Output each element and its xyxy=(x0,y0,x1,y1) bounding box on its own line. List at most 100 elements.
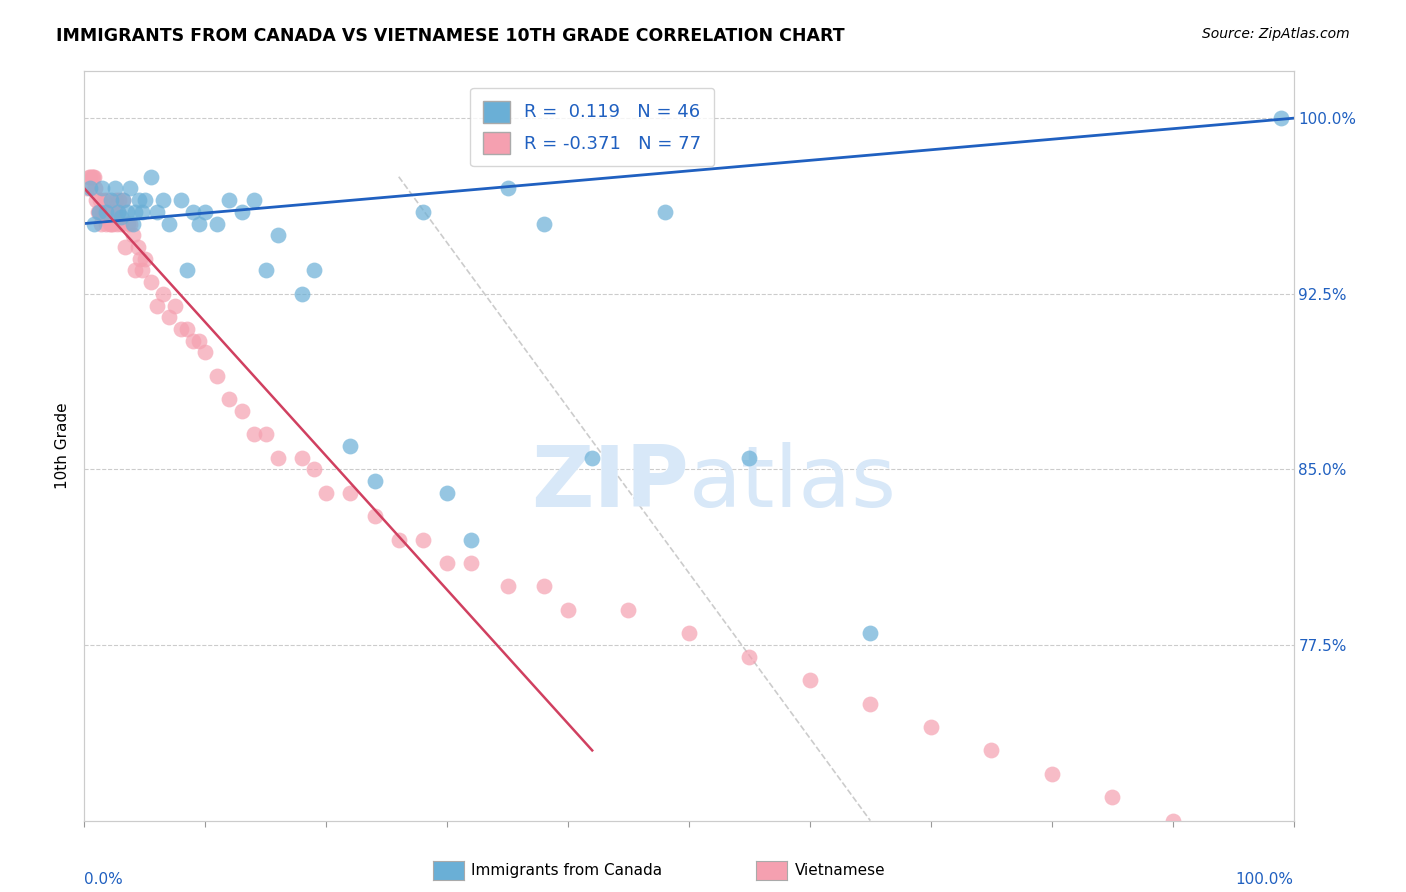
Point xyxy=(94,204,117,219)
Point xyxy=(146,298,169,312)
Point xyxy=(94,217,117,231)
Point xyxy=(91,204,114,219)
Point xyxy=(83,217,105,231)
Point xyxy=(242,193,264,207)
Point xyxy=(93,193,115,207)
Text: 0.0%: 0.0% xyxy=(84,872,124,888)
Point xyxy=(103,217,125,231)
Point xyxy=(131,263,153,277)
Point xyxy=(315,486,337,500)
Point xyxy=(89,193,111,207)
Point xyxy=(188,217,211,231)
Point xyxy=(194,345,217,359)
Point xyxy=(1161,814,1184,828)
Point xyxy=(91,181,114,195)
Point xyxy=(124,204,146,219)
Text: Immigrants from Canada: Immigrants from Canada xyxy=(471,863,662,878)
Point xyxy=(157,310,180,325)
Point xyxy=(363,474,385,488)
Point xyxy=(799,673,821,687)
Point xyxy=(152,286,174,301)
Point xyxy=(176,322,198,336)
Point xyxy=(134,193,156,207)
Point xyxy=(194,204,217,219)
Point xyxy=(157,217,180,231)
Point xyxy=(129,252,152,266)
Point xyxy=(231,404,253,418)
Point xyxy=(127,240,149,254)
Point xyxy=(165,298,187,312)
Point xyxy=(94,204,117,219)
Point xyxy=(859,626,882,640)
Point xyxy=(139,169,162,184)
Legend: R =  0.119   N = 46, R = -0.371   N = 77: R = 0.119 N = 46, R = -0.371 N = 77 xyxy=(470,88,714,166)
Point xyxy=(533,579,555,593)
Point xyxy=(110,210,132,224)
Point xyxy=(84,181,107,195)
Point xyxy=(920,720,942,734)
Point xyxy=(120,181,142,195)
Point xyxy=(105,217,128,231)
Point xyxy=(980,743,1002,757)
Point xyxy=(100,217,122,231)
Point xyxy=(339,439,361,453)
Point xyxy=(412,204,434,219)
Point xyxy=(188,334,211,348)
Text: 100.0%: 100.0% xyxy=(1236,872,1294,888)
Point xyxy=(152,193,174,207)
Point xyxy=(1270,112,1292,126)
Point xyxy=(738,649,761,664)
Point xyxy=(267,228,290,243)
Point xyxy=(533,217,555,231)
Text: IMMIGRANTS FROM CANADA VS VIETNAMESE 10TH GRADE CORRELATION CHART: IMMIGRANTS FROM CANADA VS VIETNAMESE 10T… xyxy=(56,27,845,45)
Point xyxy=(104,181,127,195)
Point xyxy=(98,217,121,231)
Text: Source: ZipAtlas.com: Source: ZipAtlas.com xyxy=(1202,27,1350,41)
Point xyxy=(254,263,277,277)
Point xyxy=(859,697,882,711)
Point xyxy=(678,626,700,640)
Point xyxy=(181,204,204,219)
Point xyxy=(412,533,434,547)
Point xyxy=(121,228,143,243)
Point xyxy=(496,579,519,593)
Point xyxy=(131,204,153,219)
Point xyxy=(87,204,110,219)
Point xyxy=(77,169,100,184)
Point xyxy=(581,450,603,465)
Point xyxy=(207,368,229,383)
Text: ZIP: ZIP xyxy=(531,442,689,525)
Point xyxy=(79,181,101,195)
Point xyxy=(97,204,120,219)
Text: Vietnamese: Vietnamese xyxy=(794,863,884,878)
Point xyxy=(363,509,385,524)
Point xyxy=(436,556,458,570)
Point xyxy=(388,533,411,547)
Point xyxy=(108,193,131,207)
Point xyxy=(557,603,579,617)
Point xyxy=(460,533,482,547)
Point xyxy=(80,169,103,184)
Point xyxy=(112,193,135,207)
Point xyxy=(90,217,112,231)
Point xyxy=(134,252,156,266)
Point xyxy=(146,204,169,219)
Point xyxy=(302,263,325,277)
Point xyxy=(86,204,108,219)
Point xyxy=(107,204,129,219)
Point xyxy=(1040,766,1063,781)
Text: atlas: atlas xyxy=(689,442,897,525)
Point xyxy=(86,193,108,207)
Point xyxy=(231,204,253,219)
Point xyxy=(302,462,325,476)
Point xyxy=(339,486,361,500)
Point xyxy=(107,204,129,219)
Point xyxy=(291,286,314,301)
Point xyxy=(1222,837,1244,851)
Point xyxy=(128,193,150,207)
Point xyxy=(496,181,519,195)
Point xyxy=(617,603,640,617)
Point xyxy=(460,556,482,570)
Point xyxy=(120,217,142,231)
Point xyxy=(104,193,127,207)
